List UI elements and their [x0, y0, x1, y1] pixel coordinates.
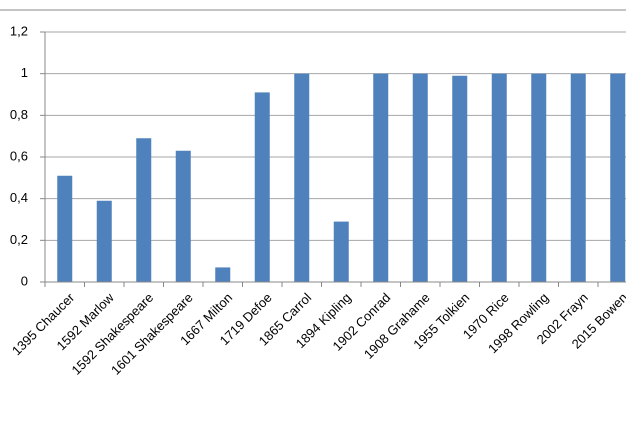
- bar: [175, 150, 191, 282]
- bar: [57, 175, 73, 282]
- bar: [96, 200, 112, 282]
- bar: [570, 73, 586, 283]
- bar: [294, 73, 310, 283]
- y-tick-label: 0,6: [10, 148, 28, 163]
- y-tick-label: 0,2: [10, 232, 28, 247]
- y-tick-label: 0: [21, 273, 28, 288]
- bar: [136, 138, 152, 282]
- bar: [254, 92, 270, 283]
- bar: [373, 73, 389, 283]
- bar: [452, 75, 468, 282]
- bar: [610, 73, 626, 283]
- bar: [333, 221, 349, 282]
- y-tick-label: 1,2: [10, 23, 28, 38]
- y-tick-label: 1: [21, 65, 28, 80]
- bar: [491, 73, 507, 283]
- y-tick-label: 0,8: [10, 107, 28, 122]
- bar: [412, 73, 428, 283]
- bar: [531, 73, 547, 283]
- y-tick-label: 0,4: [10, 190, 28, 205]
- bar: [215, 267, 231, 282]
